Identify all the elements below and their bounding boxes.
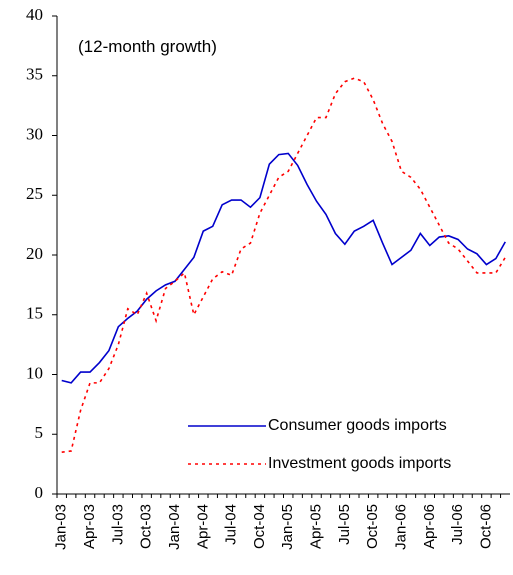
y-tick-label: 40 (26, 5, 43, 24)
x-tick-label: Apr-06 (421, 504, 438, 549)
x-tick-label: Apr-04 (194, 504, 211, 549)
y-tick-label: 10 (26, 363, 43, 382)
x-tick-label: Apr-05 (308, 504, 325, 549)
legend-label: Consumer goods imports (268, 417, 447, 434)
x-tick-label: Jan-03 (53, 504, 70, 550)
y-tick-label: 30 (26, 124, 43, 143)
series-line (61, 152, 506, 384)
annotation: (12-month growth) (78, 37, 217, 56)
y-tick-label: 20 (26, 244, 43, 263)
x-tick-label: Apr-03 (81, 504, 98, 549)
x-tick-label: Jan-04 (166, 504, 183, 550)
x-tick-label: Jul-06 (449, 504, 466, 545)
y-tick-label: 5 (35, 423, 44, 442)
legend-label: Investment goods imports (268, 455, 451, 472)
x-tick-label: Oct-06 (477, 504, 494, 549)
x-tick-label: Oct-04 (251, 504, 268, 549)
y-tick-label: 15 (26, 304, 43, 323)
x-tick-label: Jul-05 (336, 504, 353, 545)
y-tick-label: 35 (26, 65, 43, 84)
x-tick-label: Oct-03 (138, 504, 155, 549)
x-tick-label: Jan-06 (392, 504, 409, 550)
x-tick-label: Jul-03 (109, 504, 126, 545)
x-tick-label: Jan-05 (279, 504, 296, 550)
y-tick-label: 25 (26, 184, 43, 203)
y-tick-label: 0 (35, 483, 44, 502)
series-line (61, 77, 506, 453)
x-tick-label: Oct-05 (364, 504, 381, 549)
x-tick-label: Jul-04 (223, 504, 240, 545)
